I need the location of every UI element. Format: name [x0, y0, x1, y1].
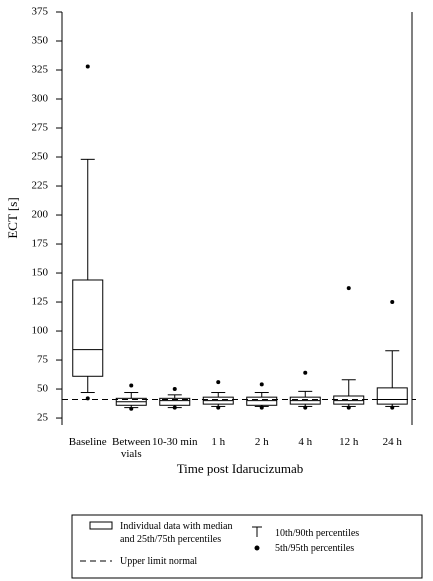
legend-whisker-icon	[252, 526, 262, 537]
outlier-point	[216, 405, 221, 410]
x-tick-label: 10-30 min	[151, 436, 198, 448]
outlier-point	[303, 405, 308, 410]
outlier-point	[172, 387, 177, 392]
legend-box-icon	[89, 521, 113, 530]
y-tick-label: 125	[32, 296, 49, 308]
legend-frame	[71, 514, 423, 579]
legend-label: 10th/90th percentiles	[275, 528, 360, 539]
outlier-point	[259, 405, 264, 410]
y-tick-label: 200	[32, 209, 49, 221]
outlier-point	[346, 286, 351, 291]
x-tick-label: 24 h	[382, 436, 402, 448]
x-tick-label: Baseline	[68, 436, 107, 448]
box	[72, 279, 104, 377]
outlier-point	[390, 300, 395, 305]
x-tick-label: 2 h	[254, 436, 269, 448]
x-tick-label: Between vials	[112, 436, 151, 460]
legend-label: 5th/95th percentiles	[275, 543, 355, 554]
x-tick-label: 12 h	[339, 436, 359, 448]
x-tick-label: 4 h	[298, 436, 313, 448]
y-tick-label: 75	[37, 354, 49, 366]
y-tick-label: 275	[32, 122, 49, 134]
x-axis-label: Time post Idarucizumab	[177, 461, 304, 476]
outlier-point	[303, 370, 308, 375]
outlier-point	[129, 383, 134, 388]
outlier-point	[346, 405, 351, 410]
box	[159, 397, 191, 406]
x-tick-label: 1 h	[211, 436, 226, 448]
box	[246, 396, 278, 406]
y-tick-label: 225	[32, 180, 49, 192]
y-tick-label: 325	[32, 64, 49, 76]
outlier-point	[390, 405, 395, 410]
outlier-point	[129, 406, 134, 411]
y-tick-label: 250	[32, 151, 49, 163]
y-tick-label: 300	[32, 93, 49, 105]
outlier-point	[216, 380, 221, 385]
legend-label: Upper limit normal	[120, 556, 198, 567]
box	[333, 395, 365, 405]
outlier-point	[85, 64, 90, 69]
y-tick-label: 175	[32, 238, 49, 250]
y-tick-label: 50	[37, 383, 49, 395]
box	[376, 387, 408, 405]
y-tick-label: 350	[32, 35, 49, 47]
y-tick-label: 100	[32, 325, 49, 337]
y-tick-label: 375	[32, 6, 49, 18]
legend-label: Individual data with median and 25th/75t…	[120, 521, 233, 545]
legend-point-icon	[254, 545, 260, 551]
outlier-point	[259, 382, 264, 387]
outlier-point	[172, 405, 177, 410]
y-tick-label: 25	[37, 412, 49, 424]
y-axis-label: ECT [s]	[5, 197, 20, 238]
y-tick-label: 150	[32, 267, 49, 279]
